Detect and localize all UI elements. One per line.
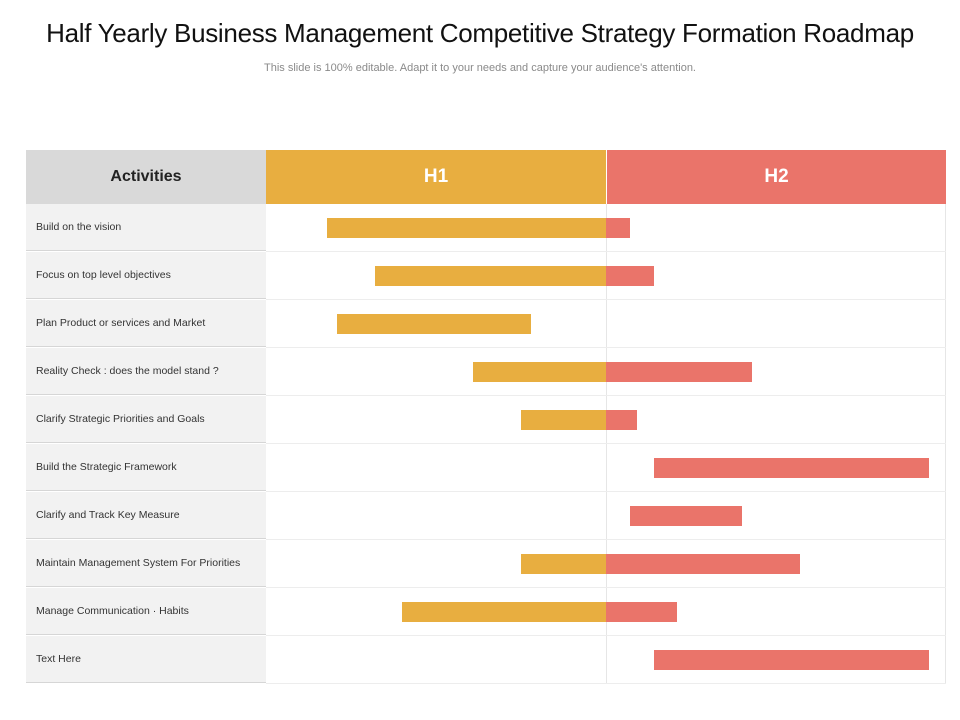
h1-bar xyxy=(337,314,532,334)
row-divider xyxy=(266,347,946,348)
h1-bar xyxy=(521,410,606,430)
h1-bar xyxy=(374,266,606,286)
activity-label: Clarify Strategic Priorities and Goals xyxy=(26,396,266,443)
h2-bar xyxy=(629,506,742,526)
row-divider xyxy=(266,251,946,252)
h2-bar xyxy=(606,218,630,238)
h1-bar xyxy=(473,362,606,382)
activity-label: Build the Strategic Framework xyxy=(26,444,266,491)
roadmap-gantt-chart: Activities H1 H2 Build on the vision Focu… xyxy=(26,150,946,686)
activities-header: Activities xyxy=(26,150,266,204)
h2-header: H2 xyxy=(607,150,946,204)
h2-bar xyxy=(606,602,678,622)
page-subtitle: This slide is 100% editable. Adapt it to… xyxy=(264,62,696,74)
h1-bar xyxy=(402,602,606,622)
h1-bar xyxy=(521,554,606,574)
row-divider xyxy=(266,587,946,588)
h2-bar xyxy=(606,362,753,382)
row-divider xyxy=(266,443,946,444)
timeline-right-border xyxy=(945,204,946,684)
activity-label: Maintain Management System For Prioritie… xyxy=(26,540,266,587)
h1-bar xyxy=(327,218,606,238)
period-divider-line xyxy=(606,204,607,684)
activity-label: Reality Check : does the model stand ? xyxy=(26,348,266,395)
activity-label: Clarify and Track Key Measure xyxy=(26,492,266,539)
row-divider xyxy=(266,491,946,492)
h1-header: H1 xyxy=(266,150,606,204)
row-divider xyxy=(266,635,946,636)
h2-bar xyxy=(606,266,654,286)
activity-label: Build on the vision xyxy=(26,204,266,251)
row-divider xyxy=(266,539,946,540)
h2-bar xyxy=(653,458,929,478)
row-divider xyxy=(266,299,946,300)
activity-label: Focus on top level objectives xyxy=(26,252,266,299)
h2-bar xyxy=(606,554,800,574)
page-title: Half Yearly Business Management Competit… xyxy=(46,18,914,48)
h2-bar xyxy=(653,650,929,670)
row-divider xyxy=(266,395,946,396)
row-divider xyxy=(266,683,946,684)
h2-bar xyxy=(606,410,637,430)
activity-label: Text Here xyxy=(26,636,266,683)
activity-label: Plan Product or services and Market xyxy=(26,300,266,347)
activity-label: Manage Communication · Habits xyxy=(26,588,266,635)
